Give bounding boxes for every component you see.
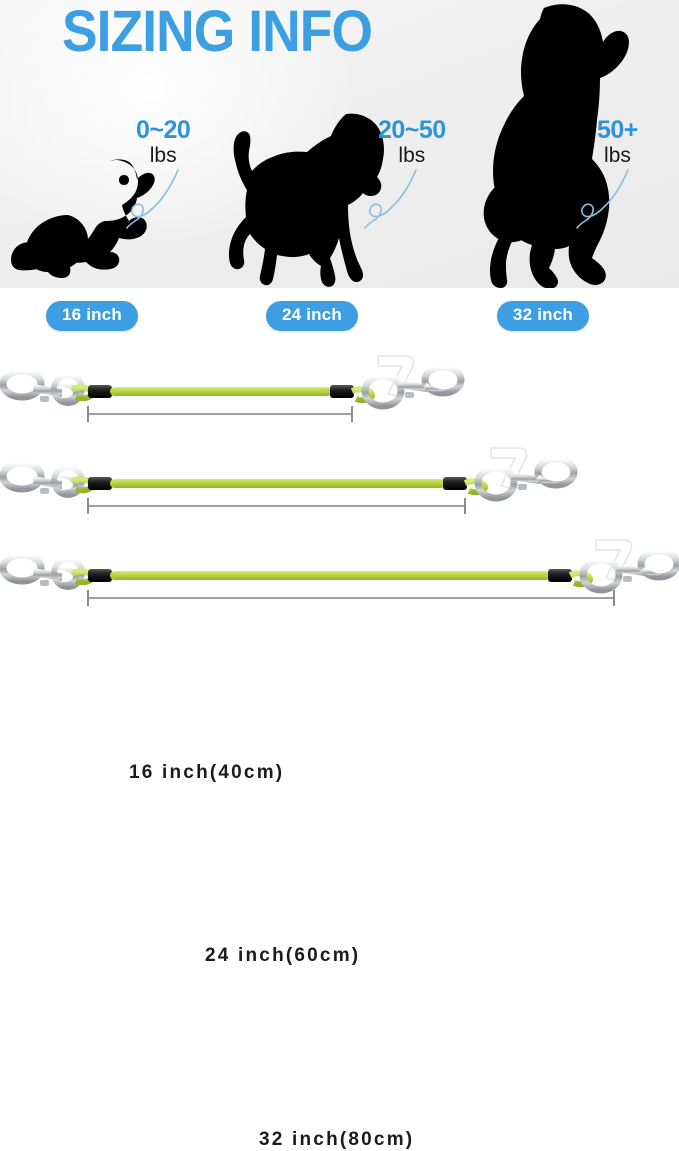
page-title: SIZING INFO xyxy=(62,0,373,64)
weight-range-value: 0~20 xyxy=(136,116,191,144)
sizing-info-panel: SIZING INFO 0~20 lbs 20~50 lbs 50+ lbs xyxy=(0,0,679,288)
weight-label-large: 50+ lbs xyxy=(597,118,638,168)
medium-dog-silhouette xyxy=(228,113,384,287)
large-dog-silhouette xyxy=(483,4,629,288)
dimension-caption-24-inch: 24 inch(60cm) xyxy=(205,945,361,966)
weight-unit-label: lbs xyxy=(149,144,177,167)
weight-range-value: 50+ xyxy=(597,116,638,144)
size-badge-16-inch: 16 inch xyxy=(46,301,138,331)
leash-product-image xyxy=(0,355,465,422)
size-badge-24-inch: 24 inch xyxy=(266,301,358,331)
leash-product-image xyxy=(0,539,679,606)
dimension-caption-16-inch: 16 inch(40cm) xyxy=(129,762,285,783)
weight-label-small: 0~20 lbs xyxy=(136,116,191,168)
leash-row-24-inch: 24 inch(60cm) xyxy=(0,440,679,966)
weight-label-medium: 20~50 lbs xyxy=(378,118,446,168)
leash-row-32-inch: 32 inch(80cm) xyxy=(0,532,679,1150)
curly-pointer-icon xyxy=(364,169,417,229)
dimension-caption-32-inch: 32 inch(80cm) xyxy=(259,1129,415,1150)
weight-unit-label: lbs xyxy=(398,144,426,167)
curly-pointer-icon xyxy=(126,169,179,229)
size-badge-32-inch: 32 inch xyxy=(497,301,589,331)
small-dog-silhouette xyxy=(11,159,155,278)
weight-unit-label: lbs xyxy=(604,144,631,167)
leash-product-image xyxy=(0,447,578,514)
curly-pointer-icon xyxy=(576,169,629,229)
weight-range-value: 20~50 xyxy=(378,116,446,144)
leash-row-16-inch: 16 inch(40cm) xyxy=(0,348,679,783)
